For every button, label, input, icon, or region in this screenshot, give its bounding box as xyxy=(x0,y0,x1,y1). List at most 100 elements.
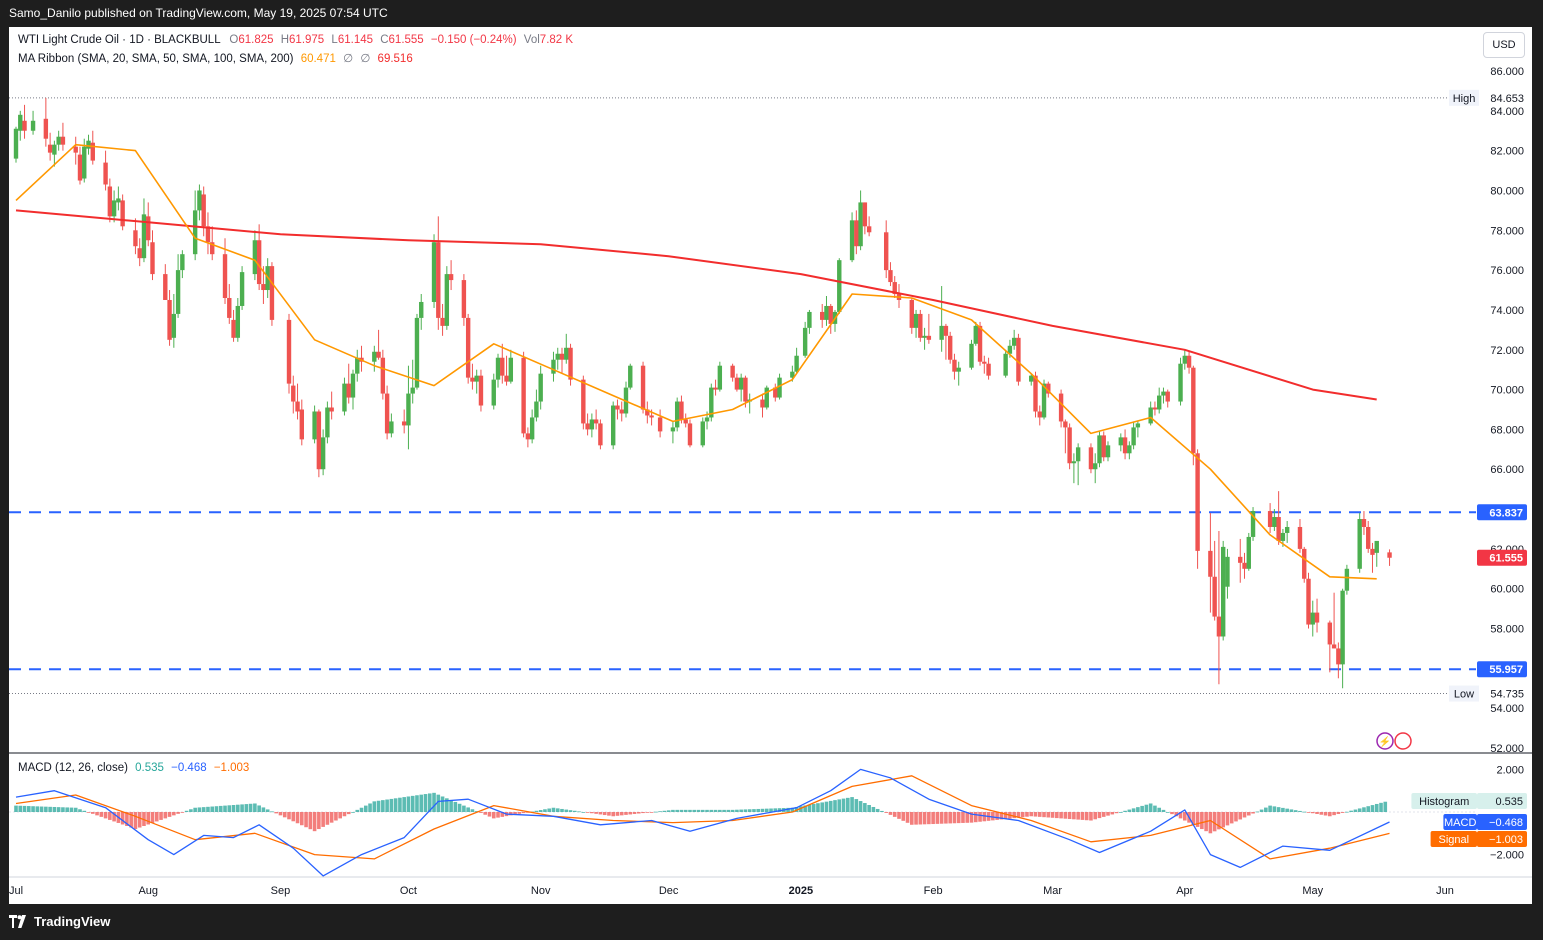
candle-body xyxy=(231,319,236,338)
candle-body xyxy=(764,387,769,408)
candle-body xyxy=(969,343,974,368)
macd-histogram-bar xyxy=(1157,807,1161,812)
candle-body xyxy=(1302,548,1307,579)
macd-histogram-bar xyxy=(1319,812,1324,815)
macd-histogram-bar xyxy=(248,803,253,812)
macd-histogram-bar xyxy=(1353,809,1358,812)
macd-histogram-bar xyxy=(931,812,935,825)
macd-histogram-bar xyxy=(645,812,650,813)
macd-histogram-bar xyxy=(1165,812,1170,813)
tradingview-logo[interactable]: TradingView xyxy=(9,914,110,929)
candle-body xyxy=(1246,536,1251,569)
macd-histogram-bar xyxy=(867,805,871,812)
candle-body xyxy=(329,407,334,412)
macd-histogram-bar xyxy=(308,812,313,830)
candle-body xyxy=(713,387,718,390)
candle-body xyxy=(1297,526,1303,549)
candle-body xyxy=(645,409,650,416)
macd-histogram-bar xyxy=(1016,812,1021,818)
macd-histogram-bar xyxy=(197,807,202,812)
candle-body xyxy=(790,371,795,378)
macd-histogram-bar xyxy=(1323,812,1328,816)
macd-histogram-bar xyxy=(1046,812,1051,818)
candle-body xyxy=(465,317,471,378)
time-tick-label: 2025 xyxy=(789,885,813,897)
macd-histogram-bar xyxy=(300,812,304,826)
macd-histogram-bar xyxy=(1328,812,1332,817)
macd-histogram-bar xyxy=(828,800,833,812)
candle-body xyxy=(146,216,151,241)
candle-body xyxy=(380,357,386,394)
candle-body xyxy=(291,385,296,402)
sma200-line xyxy=(15,209,1377,401)
candle-body xyxy=(837,260,842,312)
low-value: 54.735 xyxy=(1490,689,1524,701)
candle-body xyxy=(171,313,177,338)
currency-button[interactable]: USD xyxy=(1483,32,1525,58)
candle-body xyxy=(1127,445,1132,454)
macd-histogram-bar xyxy=(944,812,948,824)
macd-histogram-bar xyxy=(44,806,48,812)
candle-body xyxy=(610,405,616,446)
macd-histogram-bar xyxy=(1106,812,1110,816)
macd-histogram-bar xyxy=(1037,812,1042,817)
candle-body xyxy=(849,220,855,261)
ma-ribbon-name[interactable]: MA Ribbon (SMA, 20, SMA, 50, SMA, 100, S… xyxy=(18,53,294,65)
candle-body xyxy=(350,373,356,398)
macd-signal-line xyxy=(15,775,1390,860)
macd-histogram-bar xyxy=(1029,812,1034,817)
macd-histogram-bar xyxy=(679,809,684,812)
macd-histogram-bar xyxy=(628,812,633,815)
macd-name[interactable]: MACD (12, 26, close) xyxy=(18,762,128,774)
macd-histogram-bar xyxy=(39,806,44,812)
macd-histogram-bar xyxy=(445,798,449,812)
candle-body xyxy=(478,375,484,406)
macd-histogram-bar xyxy=(948,812,952,824)
candle-body xyxy=(947,335,953,360)
candle-body xyxy=(1118,437,1124,446)
candle-body xyxy=(1075,447,1081,462)
candle-body xyxy=(807,311,812,328)
macd-histogram-bar xyxy=(1195,812,1200,827)
macd-histogram-bar xyxy=(799,806,803,812)
macd-histogram-bar xyxy=(376,800,381,812)
macd-histogram-bar xyxy=(1114,812,1119,814)
macd-layer xyxy=(9,768,1476,877)
candle-body xyxy=(1178,363,1183,402)
low-label: Low xyxy=(1454,689,1474,701)
macd-histogram-bar xyxy=(820,802,825,812)
candle-body xyxy=(1161,391,1166,396)
candle-body xyxy=(197,190,202,211)
macd-histogram-bar xyxy=(517,812,522,814)
macd-histogram-bar xyxy=(671,809,675,812)
macd-histogram-bar xyxy=(760,808,765,812)
macd-histogram-bar xyxy=(470,809,475,812)
candle-body xyxy=(440,317,445,326)
signal-tag-value-bg xyxy=(1477,831,1527,847)
candle-body xyxy=(585,423,590,430)
candle-body xyxy=(384,393,390,434)
candle-body xyxy=(77,154,83,181)
candle-body xyxy=(1336,648,1341,665)
candle-body xyxy=(926,335,932,340)
macd-histogram-bar xyxy=(743,809,748,812)
candle-body xyxy=(943,325,949,336)
macd-histogram-bar xyxy=(312,812,317,832)
macd-histogram-bar xyxy=(978,812,982,822)
macd-histogram-bar xyxy=(462,805,466,812)
symbol-name[interactable]: WTI Light Crude Oil · 1D · BLACKBULL xyxy=(18,34,221,46)
candle-body xyxy=(261,284,266,291)
candle-body xyxy=(828,305,833,324)
ma50-empty: ∅ xyxy=(343,53,354,65)
macd-histogram-bar xyxy=(1055,812,1059,819)
time-tick-label: Sep xyxy=(271,885,291,897)
candle-body xyxy=(866,226,872,233)
macd-histogram-bar xyxy=(363,805,368,812)
candle-body xyxy=(581,379,586,424)
candle-body xyxy=(555,353,560,360)
candle-body xyxy=(525,433,531,440)
candle-body xyxy=(1157,395,1162,410)
candle-body xyxy=(1029,375,1034,382)
macd-histogram-bar xyxy=(65,807,69,812)
ohlc-high: 61.975 xyxy=(289,34,325,46)
